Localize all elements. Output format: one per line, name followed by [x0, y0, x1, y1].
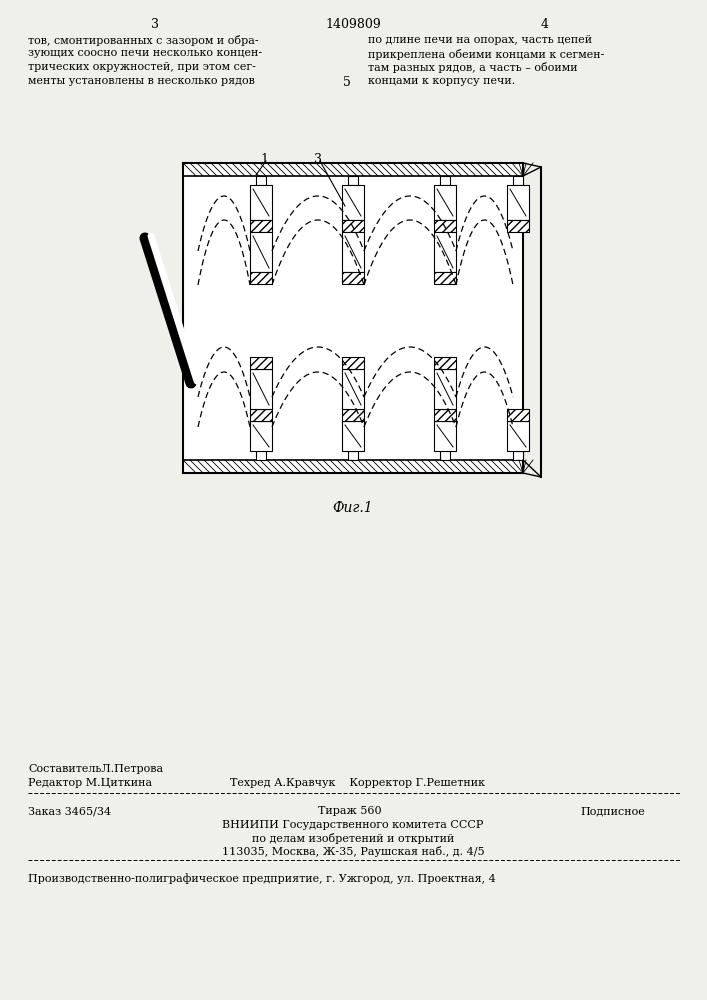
Bar — [342, 357, 364, 369]
Text: по делам изобретений и открытий: по делам изобретений и открытий — [252, 833, 454, 844]
Bar — [440, 176, 450, 185]
Text: трических окружностей, при этом сег-: трических окружностей, при этом сег- — [28, 62, 256, 72]
Bar — [250, 272, 272, 284]
Text: Подписное: Подписное — [580, 806, 645, 816]
Text: Тираж 560: Тираж 560 — [318, 806, 382, 816]
Text: ВНИИПИ Государственного комитета СССР: ВНИИПИ Государственного комитета СССР — [222, 820, 484, 830]
Bar — [183, 460, 523, 473]
Bar — [434, 272, 456, 284]
Text: 1: 1 — [260, 153, 268, 166]
Bar — [342, 272, 364, 284]
Bar — [513, 176, 523, 185]
Bar — [183, 163, 523, 473]
Bar — [250, 185, 272, 220]
Bar — [342, 232, 364, 272]
Text: зующих соосно печи несколько концен-: зующих соосно печи несколько концен- — [28, 48, 262, 58]
Text: менты установлены в несколько рядов: менты установлены в несколько рядов — [28, 76, 255, 86]
Text: по длине печи на опорах, часть цепей: по длине печи на опорах, часть цепей — [368, 35, 592, 45]
Bar — [348, 176, 358, 185]
Bar — [434, 357, 456, 369]
Bar — [434, 220, 456, 232]
Text: 113035, Москва, Ж-35, Раушская наб., д. 4/5: 113035, Москва, Ж-35, Раушская наб., д. … — [222, 846, 484, 857]
Text: Техред А.Кравчук    Корректор Г.Решетник: Техред А.Кравчук Корректор Г.Решетник — [230, 778, 485, 788]
Bar — [250, 409, 272, 421]
Text: Заказ 3465/34: Заказ 3465/34 — [28, 806, 111, 816]
Text: 1409809: 1409809 — [325, 18, 381, 31]
Bar — [250, 232, 272, 272]
Bar — [507, 421, 529, 451]
Bar — [513, 451, 523, 460]
Bar — [256, 176, 266, 185]
Text: Редактор М.Циткина: Редактор М.Циткина — [28, 778, 152, 788]
Text: концами к корпусу печи.: концами к корпусу печи. — [368, 76, 515, 86]
Bar — [434, 232, 456, 272]
Bar — [434, 369, 456, 409]
Bar — [342, 369, 364, 409]
Bar — [434, 185, 456, 220]
Bar — [507, 409, 529, 421]
Text: там разных рядов, а часть – обоими: там разных рядов, а часть – обоими — [368, 62, 578, 73]
Bar — [342, 220, 364, 232]
Text: тов, смонтированных с зазором и обра-: тов, смонтированных с зазором и обра- — [28, 35, 259, 46]
Bar — [507, 220, 529, 232]
Text: 3: 3 — [151, 18, 159, 31]
Bar — [183, 163, 523, 473]
Text: 3: 3 — [314, 153, 322, 166]
Bar — [507, 185, 529, 220]
Bar — [342, 185, 364, 220]
Bar — [434, 421, 456, 451]
Bar — [342, 409, 364, 421]
Bar — [183, 163, 523, 176]
Bar — [250, 421, 272, 451]
Text: СоставительЛ.Петрова: СоставительЛ.Петрова — [28, 764, 163, 774]
Text: Фиг.1: Фиг.1 — [333, 501, 373, 515]
Bar — [348, 451, 358, 460]
Text: Производственно-полиграфическое предприятие, г. Ужгород, ул. Проектная, 4: Производственно-полиграфическое предприя… — [28, 873, 496, 884]
Bar — [250, 357, 272, 369]
Bar — [256, 451, 266, 460]
Bar — [342, 421, 364, 451]
Text: 4: 4 — [541, 18, 549, 31]
Bar — [434, 409, 456, 421]
Bar — [250, 220, 272, 232]
Text: 5: 5 — [343, 76, 351, 89]
Bar — [440, 451, 450, 460]
Text: прикреплена обеими концами к сегмен-: прикреплена обеими концами к сегмен- — [368, 48, 604, 60]
Bar — [250, 369, 272, 409]
